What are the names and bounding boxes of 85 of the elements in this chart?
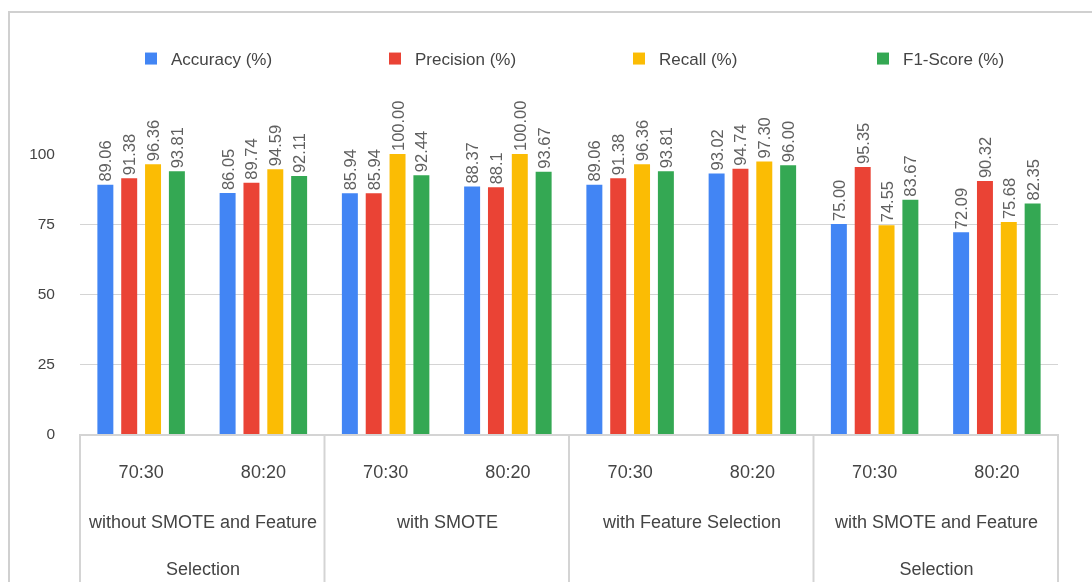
data-label: 93.81 <box>167 127 186 169</box>
data-label: 85.94 <box>364 149 383 191</box>
data-label: 92.11 <box>290 133 309 174</box>
bar <box>121 178 138 434</box>
bar <box>168 171 185 434</box>
text: without SMOTE and Feature Selection <box>89 512 318 579</box>
bar <box>976 181 993 434</box>
data-label: 94.59 <box>266 124 285 167</box>
bar <box>389 154 406 434</box>
y-tick-label: 50 <box>37 285 56 303</box>
x-tick-label: 70:30 <box>852 461 898 482</box>
bar <box>219 193 236 434</box>
legend-label: Recall (%) <box>659 50 738 70</box>
data-label: 90.32 <box>975 136 994 179</box>
bar <box>586 184 603 434</box>
bar <box>511 154 528 434</box>
x-tick-label: 70:30 <box>363 461 409 482</box>
bar <box>413 175 430 434</box>
data-label: 89.06 <box>585 140 604 182</box>
x-tick-label: 80:20 <box>974 461 1020 482</box>
bar <box>365 193 382 434</box>
legend-label: F1-Score (%) <box>903 50 1005 70</box>
x-tick-label: 80:20 <box>485 461 531 482</box>
data-label: 88.37 <box>463 142 482 184</box>
bar <box>610 178 627 434</box>
text: with SMOTE and Feature Selection <box>835 512 1039 579</box>
bar <box>634 164 651 434</box>
data-label: 92.44 <box>412 130 431 173</box>
data-label: 74.55 <box>877 180 896 223</box>
bar <box>341 193 358 434</box>
bar <box>1024 203 1041 434</box>
data-label: 96.36 <box>633 119 652 162</box>
data-label: 93.81 <box>656 127 675 169</box>
data-label: 89.74 <box>242 138 261 180</box>
bar <box>267 169 284 434</box>
data-label: 100.00 <box>510 100 529 151</box>
data-label: 88.1 <box>486 152 505 185</box>
y-tick-label: 0 <box>46 425 56 443</box>
legend-label: Accuracy (%) <box>171 50 273 70</box>
bar <box>854 167 871 434</box>
data-label: 82.35 <box>1023 159 1042 201</box>
bar <box>487 187 504 434</box>
data-label: 96.36 <box>144 119 163 162</box>
bar <box>830 224 847 434</box>
bar <box>1000 222 1017 434</box>
bar <box>756 161 773 434</box>
bar <box>464 186 481 434</box>
y-tick-label: 25 <box>37 355 55 373</box>
data-label: 94.74 <box>731 124 750 166</box>
data-label: 97.30 <box>755 117 774 159</box>
bar <box>708 173 725 434</box>
data-label: 85.94 <box>340 149 359 191</box>
text: with Feature Selection <box>602 512 782 532</box>
bar <box>97 184 114 434</box>
legend-label: Precision (%) <box>415 50 517 70</box>
bar <box>145 164 162 434</box>
bar <box>291 176 308 434</box>
data-label: 95.35 <box>853 122 872 165</box>
x-tick-label: 80:20 <box>240 461 286 482</box>
data-label: 93.02 <box>707 129 726 171</box>
bar <box>535 171 552 434</box>
data-label: 93.67 <box>534 127 553 169</box>
x-tick-label: 70:30 <box>607 461 653 482</box>
bar <box>902 199 919 434</box>
bar <box>878 225 895 434</box>
data-label: 91.38 <box>609 133 628 176</box>
data-label: 86.05 <box>218 148 237 191</box>
data-label: 75.68 <box>999 177 1018 220</box>
data-label: 75.00 <box>829 179 848 221</box>
bar <box>780 165 797 434</box>
data-label: 100.00 <box>388 100 407 151</box>
bar <box>732 168 749 434</box>
data-label: 91.38 <box>120 133 139 176</box>
bar <box>657 171 674 434</box>
bar <box>243 182 260 434</box>
y-tick-label: 75 <box>37 215 55 233</box>
data-label: 89.06 <box>96 140 115 182</box>
y-tick-label: 100 <box>29 145 56 163</box>
data-label: 72.09 <box>952 187 971 230</box>
x-tick-label: 70:30 <box>118 461 164 482</box>
x-tick-label: 80:20 <box>729 461 775 482</box>
bar <box>953 232 970 434</box>
text: with SMOTE <box>396 512 499 532</box>
data-label: 96.00 <box>779 120 798 163</box>
data-label: 83.67 <box>901 155 920 197</box>
